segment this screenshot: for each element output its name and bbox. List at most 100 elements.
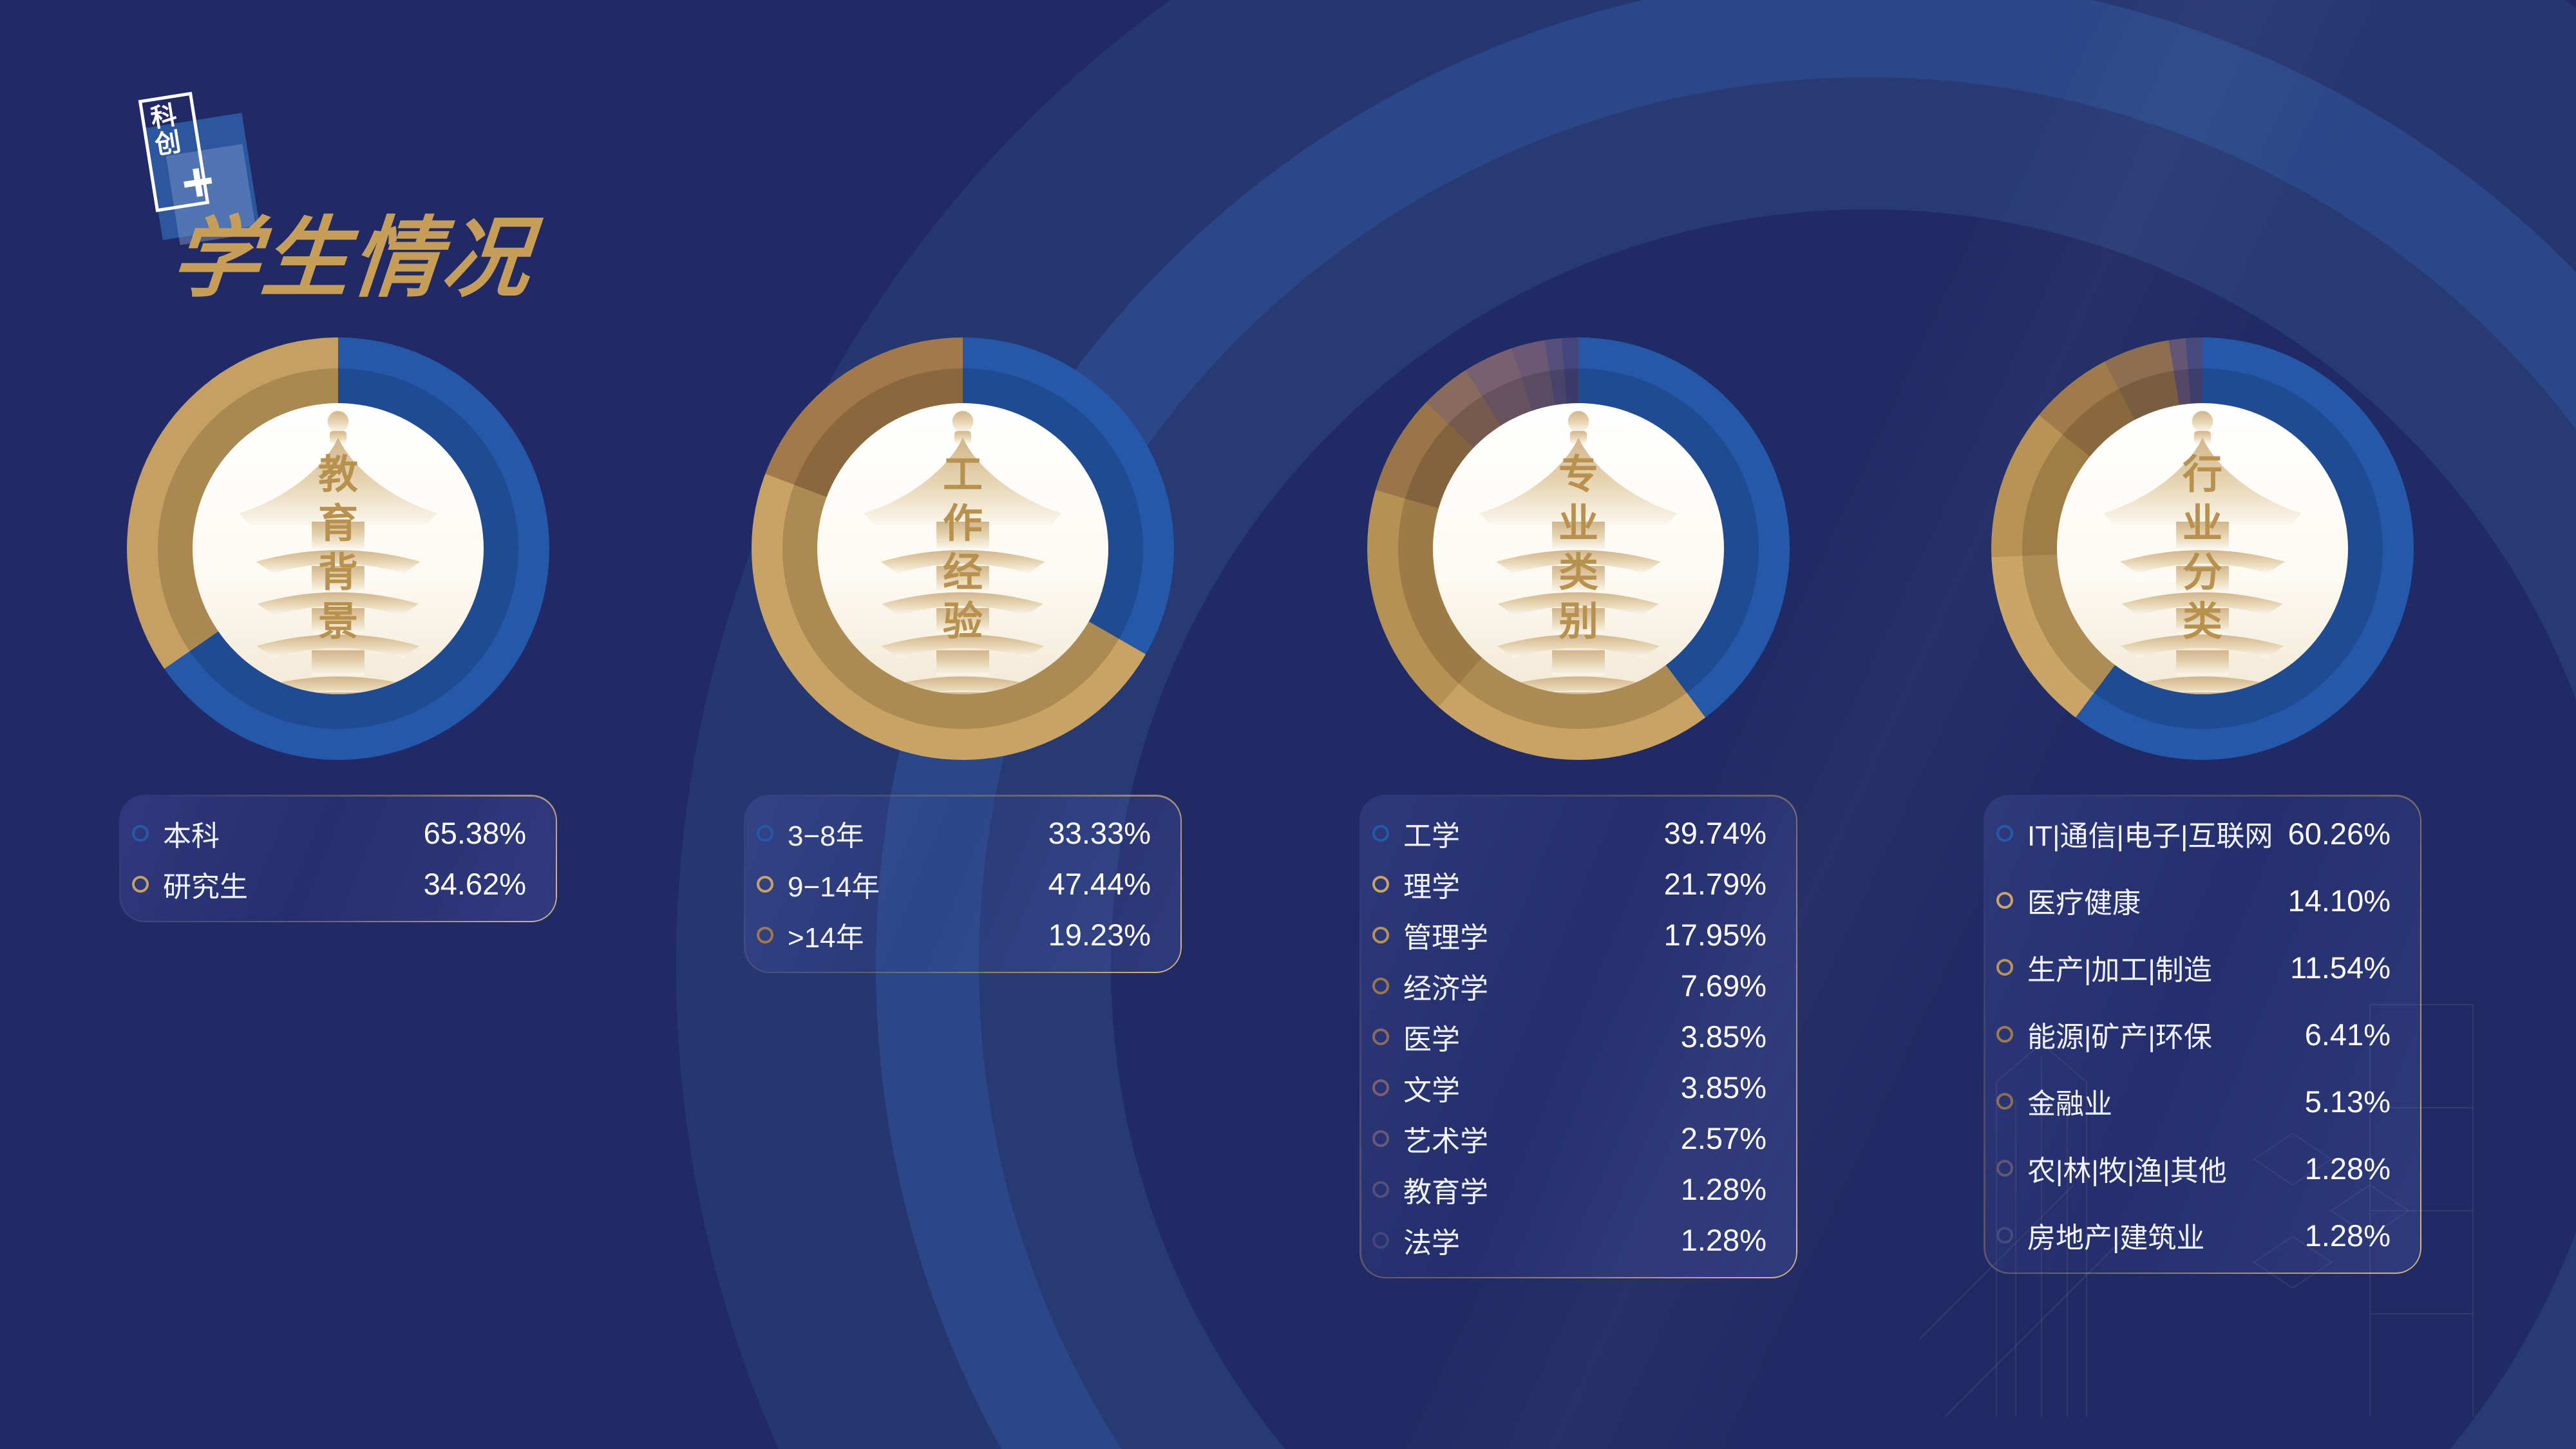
chart-major-category: 专业类别工学 39.74% 理学 21.79% 管理学 17.95% 经济学 7.69% 医学 3… bbox=[1359, 0, 1797, 1449]
legend-value: 11.54% bbox=[2290, 950, 2391, 985]
legend-label: 管理学 bbox=[1403, 922, 1488, 954]
legend-row: 理学 21.79% bbox=[1359, 858, 1797, 909]
legend-label: 房地产|建筑业 bbox=[2027, 1222, 2205, 1254]
legend-row: 本科 65.38% bbox=[119, 808, 557, 858]
donut-center-char: 业 bbox=[2182, 502, 2222, 546]
chart-work-experience: 工作经验 3−8年 33.33% 9−14年 47.44% >14年 19.23% bbox=[744, 0, 1182, 1449]
legend-marker-icon bbox=[1372, 1028, 1389, 1045]
donut-center-char: 别 bbox=[1558, 600, 1598, 644]
donut-center-char: 经 bbox=[942, 551, 983, 595]
donut-center: 行业分类 bbox=[2057, 403, 2348, 694]
pagoda-icon bbox=[2103, 411, 2302, 694]
legend-marker-icon bbox=[1996, 959, 2013, 976]
donut-ring: 专业类别 bbox=[1367, 337, 1790, 760]
legend-value: 1.28% bbox=[2304, 1218, 2391, 1253]
donut-center-char: 类 bbox=[1558, 551, 1598, 595]
legend-label: 本科 bbox=[163, 820, 220, 852]
legend-value: 6.41% bbox=[2304, 1017, 2391, 1052]
legend-label: 9−14年 bbox=[788, 871, 880, 903]
legend-row: 工学 39.74% bbox=[1359, 808, 1797, 858]
legend-row: 生产|加工|制造 11.54% bbox=[1984, 934, 2421, 1001]
legend-row: 金融业 5.13% bbox=[1984, 1068, 2421, 1135]
legend-row: 房地产|建筑业 1.28% bbox=[1984, 1202, 2421, 1269]
donut-ring: 行业分类 bbox=[1991, 337, 2414, 760]
donut-center-label: 教育背景 bbox=[193, 403, 484, 694]
donut-center-char: 育 bbox=[317, 502, 358, 546]
legend-marker-icon bbox=[1372, 926, 1389, 943]
legend-marker-icon bbox=[1996, 892, 2013, 909]
legend-row: 农|林|牧|渔|其他 1.28% bbox=[1984, 1135, 2421, 1202]
legend-label: 医学 bbox=[1403, 1023, 1460, 1056]
legend-label: 3−8年 bbox=[788, 820, 864, 852]
legend-row: >14年 19.23% bbox=[744, 909, 1182, 960]
donut-center: 教育背景 bbox=[193, 403, 484, 694]
legend-value: 65.38% bbox=[423, 816, 526, 850]
legend-label: IT|通信|电子|互联网 bbox=[2027, 820, 2273, 852]
legend-marker-icon bbox=[1372, 1231, 1389, 1249]
donut-center-char: 验 bbox=[942, 600, 983, 644]
donut-center-char: 作 bbox=[942, 502, 983, 546]
legend-marker-icon bbox=[1996, 1227, 2013, 1244]
legend-label: 法学 bbox=[1403, 1227, 1460, 1259]
legend-marker-icon bbox=[757, 926, 773, 943]
legend-marker-icon bbox=[1996, 825, 2013, 842]
legend-label: 能源|矿产|环保 bbox=[2027, 1021, 2212, 1053]
legend-row: 研究生 34.62% bbox=[119, 858, 557, 909]
legend-card: 本科 65.38% 研究生 34.62% bbox=[119, 795, 557, 922]
legend-value: 39.74% bbox=[1663, 816, 1766, 850]
legend-label: 经济学 bbox=[1403, 972, 1488, 1005]
legend-card: 工学 39.74% 理学 21.79% 管理学 17.95% 经济学 7.69% 医学 3.85%… bbox=[1359, 795, 1797, 1278]
legend-value: 17.95% bbox=[1663, 918, 1766, 952]
legend-label: 艺术学 bbox=[1403, 1125, 1488, 1157]
legend-marker-icon bbox=[1996, 1160, 2013, 1177]
legend-label: 生产|加工|制造 bbox=[2027, 954, 2212, 986]
legend-row: 经济学 7.69% bbox=[1359, 960, 1797, 1011]
donut-center-char: 类 bbox=[2182, 600, 2222, 644]
donut-center-char: 工 bbox=[942, 453, 983, 497]
legend-value: 1.28% bbox=[2304, 1151, 2391, 1186]
chart-industry-classification: 行业分类 IT|通信|电子|互联网 60.26% 医疗健康 14.10% 生产|加工|制造… bbox=[1984, 0, 2421, 1449]
legend-marker-icon bbox=[1372, 824, 1389, 842]
legend-marker-icon bbox=[1996, 1026, 2013, 1043]
legend-value: 1.28% bbox=[1680, 1172, 1766, 1206]
legend-label: >14年 bbox=[788, 922, 864, 954]
legend-marker-icon bbox=[1996, 1093, 2013, 1110]
legend-marker-icon bbox=[757, 824, 773, 842]
legend-value: 7.69% bbox=[1680, 969, 1766, 1003]
legend-value: 2.57% bbox=[1680, 1121, 1766, 1155]
legend-label: 工学 bbox=[1403, 820, 1460, 852]
legend-marker-icon bbox=[1372, 1180, 1389, 1198]
legend-value: 34.62% bbox=[423, 867, 526, 901]
pagoda-icon bbox=[239, 411, 437, 694]
legend-marker-icon bbox=[1372, 1079, 1389, 1096]
donut-center-char: 行 bbox=[2182, 453, 2222, 497]
legend-value: 3.85% bbox=[1680, 1070, 1766, 1104]
legend-value: 5.13% bbox=[2304, 1084, 2391, 1119]
legend-value: 60.26% bbox=[2287, 816, 2391, 851]
legend-label: 理学 bbox=[1403, 871, 1460, 903]
legend-row: 9−14年 47.44% bbox=[744, 858, 1182, 909]
donut-chart: 工作经验 bbox=[752, 337, 1174, 760]
donut-ring: 教育背景 bbox=[127, 337, 549, 760]
donut-center-char: 分 bbox=[2182, 551, 2222, 595]
legend-row: 文学 3.85% bbox=[1359, 1062, 1797, 1113]
chart-education-background: 教育背景本科 65.38% 研究生 34.62% bbox=[119, 0, 557, 1449]
donut-center-label: 工作经验 bbox=[817, 403, 1108, 694]
donut-ring: 工作经验 bbox=[752, 337, 1174, 760]
pagoda-icon bbox=[864, 411, 1062, 694]
donut-chart: 教育背景 bbox=[127, 337, 549, 760]
legend-marker-icon bbox=[1372, 875, 1389, 893]
donut-center: 工作经验 bbox=[817, 403, 1108, 694]
legend-value: 47.44% bbox=[1048, 867, 1151, 901]
donut-center-char: 景 bbox=[317, 600, 358, 644]
legend-row: IT|通信|电子|互联网 60.26% bbox=[1984, 800, 2421, 867]
legend-value: 3.85% bbox=[1680, 1019, 1766, 1054]
legend-value: 21.79% bbox=[1663, 867, 1766, 901]
pagoda-icon bbox=[1479, 411, 1678, 694]
legend-value: 33.33% bbox=[1048, 816, 1151, 850]
legend-label: 文学 bbox=[1403, 1074, 1460, 1106]
legend-label: 金融业 bbox=[2027, 1088, 2112, 1120]
donut-chart: 专业类别 bbox=[1367, 337, 1790, 760]
donut-center-char: 背 bbox=[317, 551, 358, 595]
legend-marker-icon bbox=[132, 875, 149, 893]
